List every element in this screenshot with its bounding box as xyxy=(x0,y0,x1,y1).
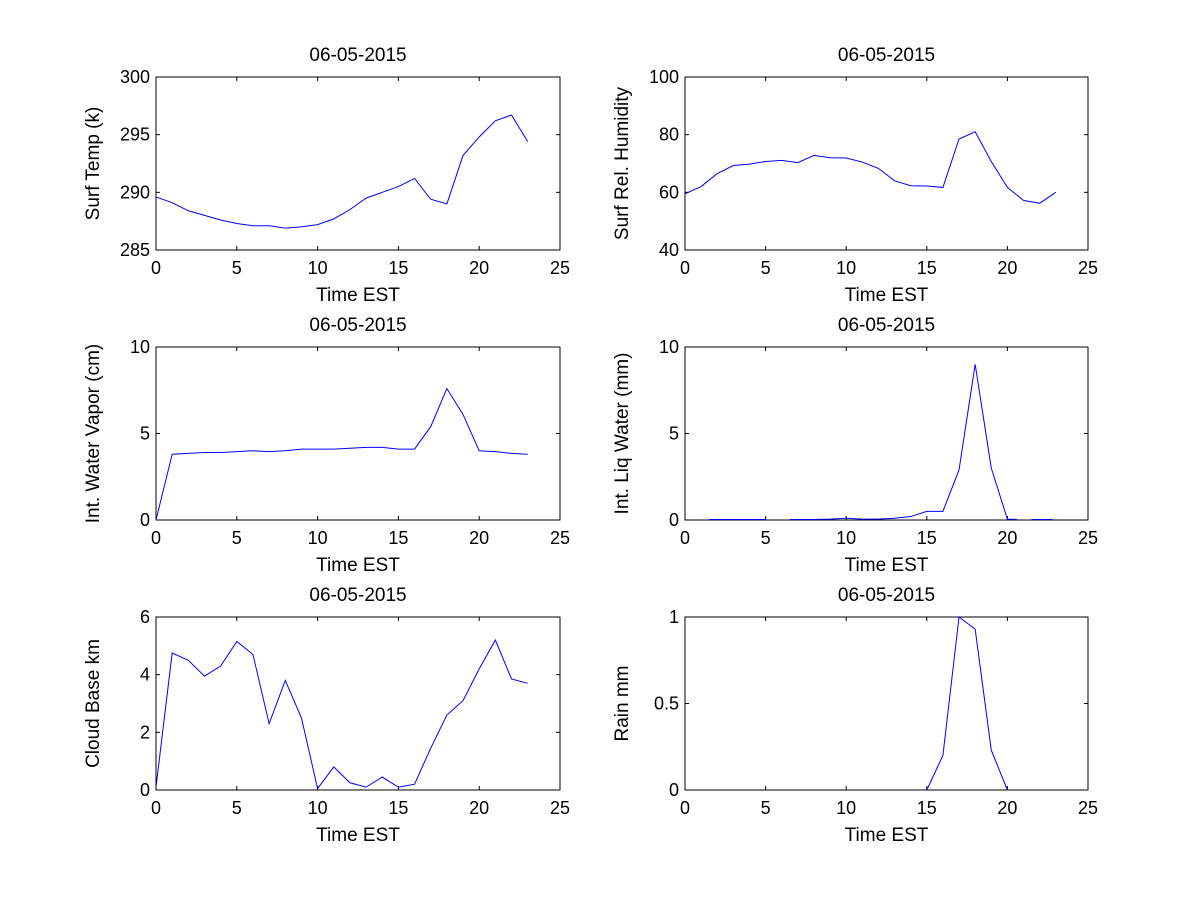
x-tick-label: 25 xyxy=(1078,798,1098,818)
y-tick-label: 285 xyxy=(120,240,150,260)
x-axis-label: Time EST xyxy=(316,285,400,306)
y-tick-label: 80 xyxy=(659,125,679,145)
series-line xyxy=(684,131,1057,204)
chart-title: 06-05-2015 xyxy=(309,45,406,66)
x-tick-label: 10 xyxy=(308,528,328,548)
axes-box xyxy=(684,616,1089,791)
subplot-5: 0 5 10 15 20 25 0 2 4 6 06-05-2015 Time EST Cloud Ba… xyxy=(83,585,570,846)
y-tick-label: 290 xyxy=(120,182,150,202)
x-axis-label: Time EST xyxy=(845,825,929,846)
y-axis-label: Surf Rel. Humidity xyxy=(612,86,633,240)
y-tick-label: 5 xyxy=(669,424,679,444)
x-tick-label: 15 xyxy=(917,258,937,278)
y-tick-label: 100 xyxy=(649,67,679,87)
y-tick-label: 300 xyxy=(120,67,150,87)
x-tick-label: 25 xyxy=(1078,528,1098,548)
x-axis-label: Time EST xyxy=(316,555,400,576)
x-tick-label: 0 xyxy=(680,528,690,548)
y-axis-label: Rain mm xyxy=(612,665,633,741)
axes-box xyxy=(155,346,561,521)
y-tick-label: 6 xyxy=(140,607,150,627)
x-tick-label: 20 xyxy=(997,528,1017,548)
chart-title: 06-05-2015 xyxy=(838,45,935,66)
chart-title: 06-05-2015 xyxy=(838,585,935,606)
y-tick-label: 1 xyxy=(669,607,679,627)
x-tick-label: 5 xyxy=(761,258,771,278)
subplot-6: 0 5 10 15 20 25 0 0.5 1 06-05-2015 Time EST Rain mm xyxy=(612,585,1098,846)
x-axis-label: Time EST xyxy=(845,555,929,576)
x-tick-label: 0 xyxy=(151,258,161,278)
y-tick-label: 60 xyxy=(659,182,679,202)
y-tick-label: 295 xyxy=(120,125,150,145)
y-tick-label: 0 xyxy=(140,780,150,800)
axes-box xyxy=(684,346,1089,521)
x-tick-label: 0 xyxy=(151,528,161,548)
x-tick-label: 10 xyxy=(836,528,856,548)
x-tick-label: 10 xyxy=(308,798,328,818)
series-line xyxy=(155,638,528,790)
x-tick-label: 5 xyxy=(232,798,242,818)
x-tick-label: 15 xyxy=(388,798,408,818)
series-line xyxy=(155,114,529,229)
y-tick-label: 5 xyxy=(140,424,150,444)
y-tick-label: 10 xyxy=(130,337,150,357)
y-tick-label: 2 xyxy=(140,722,150,742)
x-tick-label: 20 xyxy=(469,258,489,278)
y-axis-label: Int. Liq Water (mm) xyxy=(612,353,633,515)
x-tick-label: 25 xyxy=(1078,258,1098,278)
x-tick-label: 15 xyxy=(388,528,408,548)
subplot-2: 0 5 10 15 20 25 40 60 80 100 06-05-2015 Time EST Sur… xyxy=(612,45,1098,306)
x-tick-label: 20 xyxy=(997,798,1017,818)
y-tick-label: 0 xyxy=(669,780,679,800)
axes-box xyxy=(155,616,561,791)
chart-title: 06-05-2015 xyxy=(309,585,406,606)
y-tick-label: 0 xyxy=(669,510,679,530)
x-tick-label: 25 xyxy=(550,798,570,818)
x-tick-label: 15 xyxy=(388,258,408,278)
x-tick-label: 25 xyxy=(550,528,570,548)
series-line xyxy=(155,387,528,521)
subplot-3: 0 5 10 15 20 25 0 5 10 06-05-2015 Time EST Int. Wat… xyxy=(83,315,570,576)
x-tick-label: 25 xyxy=(550,258,570,278)
series-line xyxy=(789,364,1018,520)
x-tick-label: 20 xyxy=(997,258,1017,278)
subplot-4: 0 5 10 15 20 25 0 5 10 06-05-2015 Time EST Int. Liq… xyxy=(612,315,1098,576)
y-axis-label: Surf Temp (k) xyxy=(83,107,104,221)
x-axis-label: Time EST xyxy=(316,825,400,846)
y-tick-label: 0 xyxy=(140,510,150,530)
x-tick-label: 0 xyxy=(680,798,690,818)
x-tick-label: 15 xyxy=(917,798,937,818)
y-axis-label: Int. Water Vapor (cm) xyxy=(83,344,104,523)
y-tick-label: 0.5 xyxy=(654,694,679,714)
y-tick-label: 40 xyxy=(659,240,679,260)
x-tick-label: 5 xyxy=(761,528,771,548)
x-tick-label: 5 xyxy=(761,798,771,818)
chart-title: 06-05-2015 xyxy=(838,315,935,336)
series-line xyxy=(926,616,1008,791)
x-tick-label: 0 xyxy=(680,258,690,278)
x-tick-label: 5 xyxy=(232,258,242,278)
y-axis-label: Cloud Base km xyxy=(83,639,104,768)
y-tick-label: 4 xyxy=(140,665,150,685)
axes-box xyxy=(155,76,561,251)
x-tick-label: 10 xyxy=(836,258,856,278)
x-tick-label: 10 xyxy=(836,798,856,818)
y-tick-label: 10 xyxy=(659,337,679,357)
x-tick-label: 20 xyxy=(469,528,489,548)
x-tick-label: 15 xyxy=(917,528,937,548)
x-tick-label: 0 xyxy=(151,798,161,818)
chart-title: 06-05-2015 xyxy=(309,315,406,336)
x-tick-label: 5 xyxy=(232,528,242,548)
subplot-1: 0 5 10 15 20 25 285 290 295 300 06-05-2015 Time EST… xyxy=(83,45,570,306)
x-axis-label: Time EST xyxy=(845,285,929,306)
x-tick-label: 10 xyxy=(308,258,328,278)
axes-box xyxy=(684,76,1089,251)
x-tick-label: 20 xyxy=(469,798,489,818)
